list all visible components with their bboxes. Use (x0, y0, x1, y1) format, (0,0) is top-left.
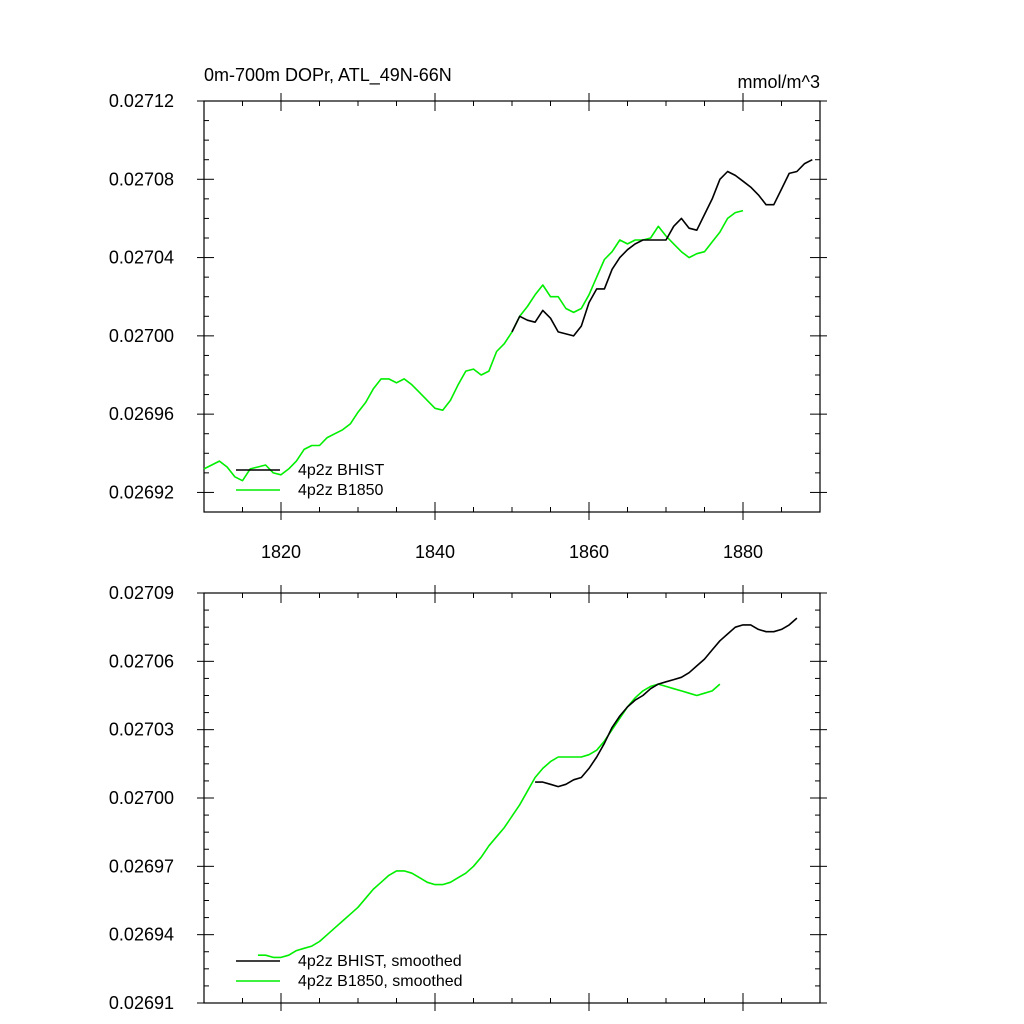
y-tick-label: 0.02709 (109, 583, 174, 603)
y-tick-label: 0.02700 (109, 326, 174, 346)
y-tick-label: 0.02696 (109, 404, 174, 424)
plot-frame (203, 592, 821, 1004)
x-tick-label: 1860 (569, 542, 609, 562)
series-line-bhist (535, 617, 798, 788)
plot-frame (203, 100, 821, 513)
top-panel: 1820 1840 1860 1880 0.02692 0.02696 0.02700 0.0… (109, 65, 827, 562)
y-tick-label: 0.02694 (109, 925, 174, 945)
legend-label: 4p2z B1850 (298, 482, 384, 499)
legend-label: 4p2z BHIST, smoothed (298, 953, 462, 970)
units-label: mmol/m^3 (738, 72, 820, 92)
legend-label: 4p2z BHIST (298, 462, 384, 479)
y-tick-label: 0.02697 (109, 856, 174, 876)
y-tick-label: 0.02691 (109, 993, 174, 1013)
chart-title: 0m-700m DOPr, ATL_49N-66N (204, 65, 452, 86)
series-line-bhist (511, 158, 813, 337)
series-line-b1850 (257, 683, 721, 959)
y-tick-label: 0.02712 (109, 91, 174, 111)
y-tick-label: 0.02704 (109, 248, 174, 268)
y-tick-label: 0.02692 (109, 482, 174, 502)
x-tick-label: 1880 (723, 542, 763, 562)
bottom-panel: 0.02691 0.02694 0.02697 0.02700 0.02703 0.027… (109, 583, 827, 1013)
y-tick-label: 0.02708 (109, 169, 174, 189)
series-line-b1850 (203, 209, 744, 482)
y-tick-label: 0.02703 (109, 720, 174, 740)
x-tick-label: 1840 (415, 542, 455, 562)
legend-label: 4p2z B1850, smoothed (298, 973, 463, 990)
y-tick-label: 0.02706 (109, 651, 174, 671)
y-tick-label: 0.02700 (109, 788, 174, 808)
x-tick-label: 1820 (261, 542, 301, 562)
